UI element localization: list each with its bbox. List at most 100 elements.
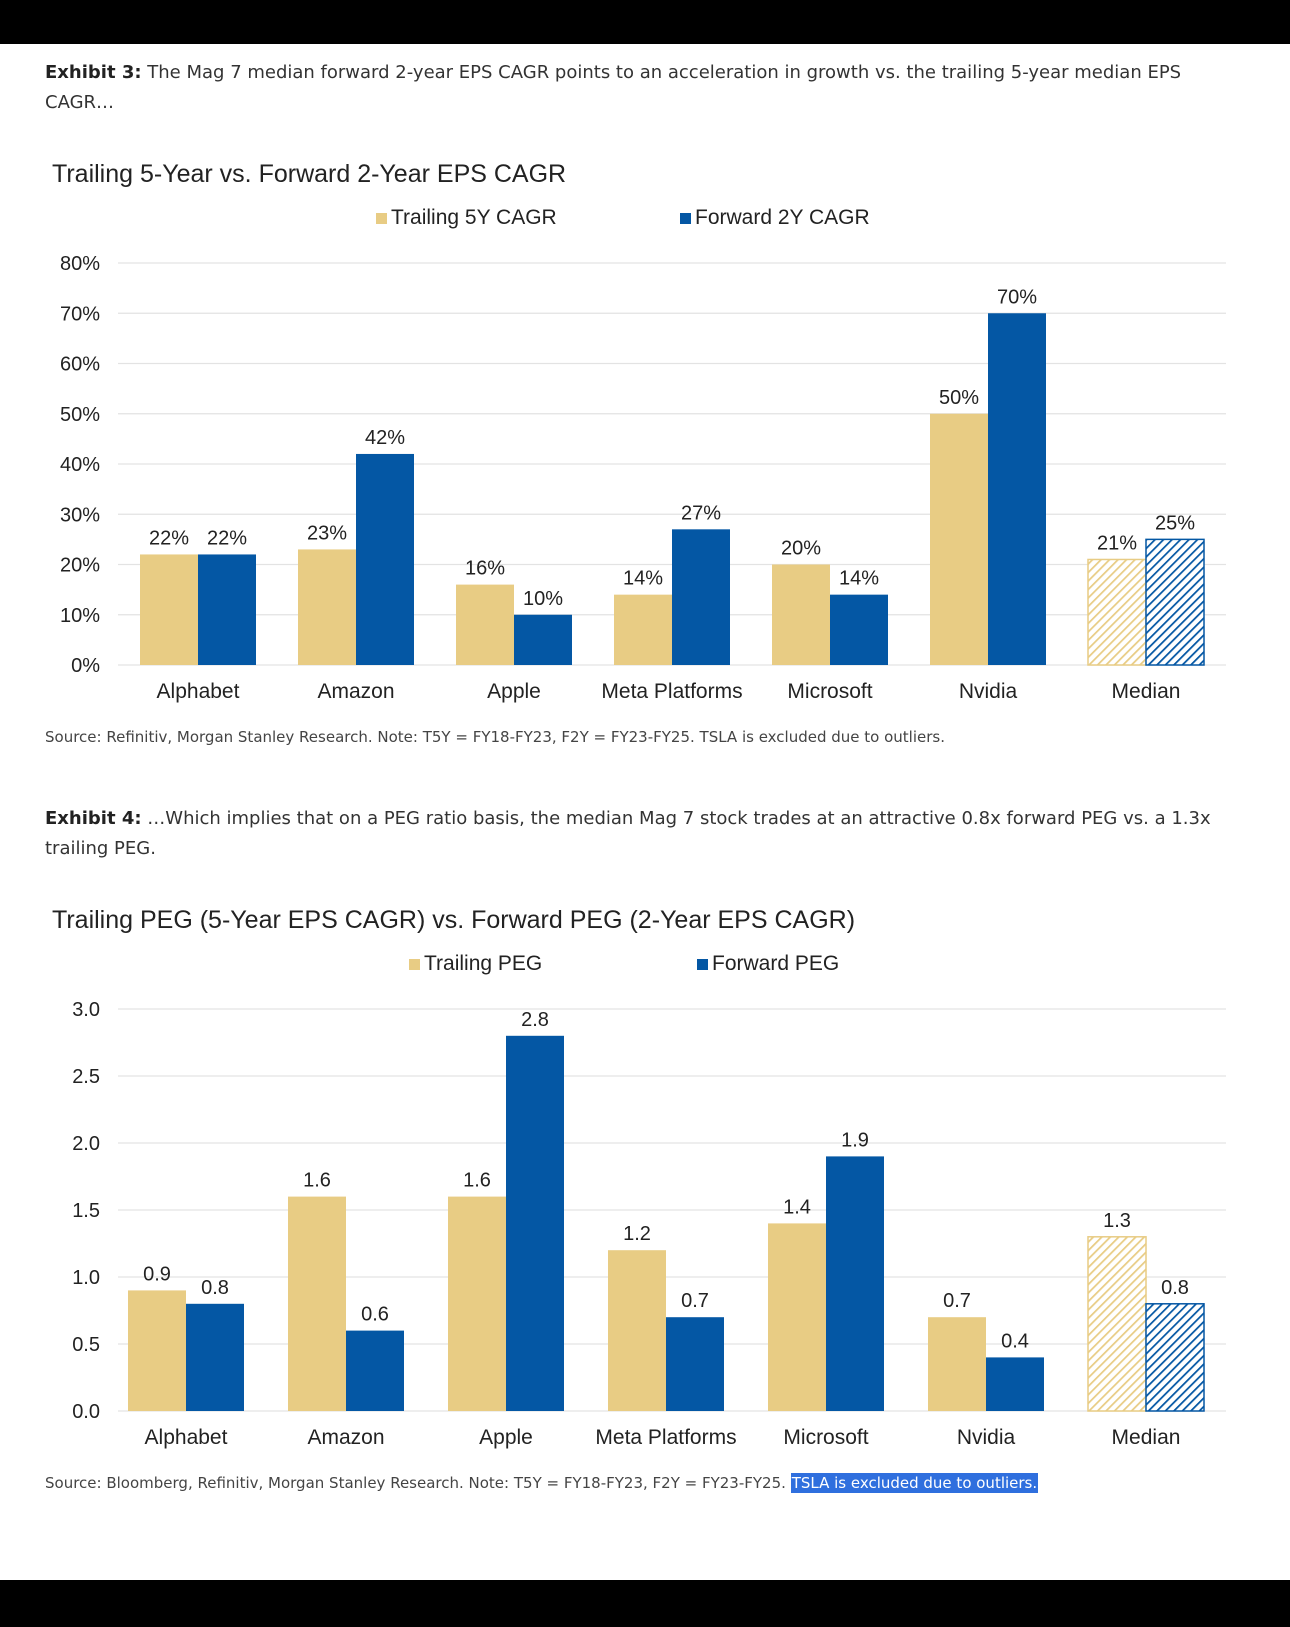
x-tick-label: Meta Platforms [595,1426,736,1449]
bar-trailing-nvidia [930,413,988,665]
data-label: 0.8 [201,1277,229,1299]
data-label: 0.6 [361,1304,389,1326]
data-label: 0.7 [943,1290,971,1312]
x-tick-label: Nvidia [959,680,1018,703]
y-tick-label: 80% [60,253,100,275]
bar-forward-nvidia [986,1357,1044,1411]
legend-item-forward: Forward PEG [697,952,839,975]
data-label: 14% [839,568,879,590]
data-label: 0.7 [681,1290,709,1312]
x-tick-label: Nvidia [957,1426,1016,1449]
bar-trailing-amazon [298,549,356,665]
x-tick-label: Median [1112,680,1181,703]
exhibit-3-label: Exhibit 3: [45,62,142,83]
data-label: 0.9 [143,1263,171,1285]
y-tick-label: 2.0 [72,1133,100,1155]
bar-trailing-apple [448,1196,506,1411]
bar-trailing-microsoft [772,564,830,665]
data-label: 42% [365,427,405,449]
bar-forward-amazon [346,1330,404,1411]
data-label: 1.9 [841,1129,869,1151]
data-label: 10% [523,588,563,610]
data-label: 27% [681,502,721,524]
exhibit-4-label: Exhibit 4: [45,808,142,829]
bar-forward-microsoft [830,594,888,665]
exhibit-4-source-text: Source: Bloomberg, Refinitiv, Morgan Sta… [45,1474,786,1492]
exhibit-4-source: Source: Bloomberg, Refinitiv, Morgan Sta… [45,1473,1039,1493]
data-label: 23% [307,522,347,544]
bar-forward-meta-platforms [666,1317,724,1411]
legend-swatch [697,959,708,970]
x-tick-label: Amazon [307,1426,384,1449]
chart-1: Trailing 5Y CAGR Forward 2Y CAGR 0% 10% 20% 3… [60,206,1226,703]
report-page: Exhibit 3: The Mag 7 median forward 2-ye… [0,44,1290,1580]
data-label: 20% [781,538,821,560]
legend-label: Trailing PEG [424,952,542,975]
chart-2: Trailing PEG Forward PEG 0.0 0.5 1.0 1.5 2.0 2.… [72,952,1226,1449]
bar-trailing-microsoft [768,1223,826,1411]
bar-forward-alphabet [186,1303,244,1411]
bar-forward-nvidia [988,313,1046,665]
legend-item-trailing: Trailing 5Y CAGR [376,206,557,229]
bar-forward-median [1145,1303,1205,1412]
data-label: 22% [207,527,247,549]
bar-trailing-nvidia [928,1317,986,1411]
data-label: 16% [465,558,505,580]
bar-forward-meta-platforms [672,529,730,665]
y-tick-label: 10% [60,605,100,627]
exhibit-4-text: …Which implies that on a PEG ratio basis… [45,808,1211,859]
y-tick-label: 0.5 [72,1334,100,1356]
chart-1-title: Trailing 5-Year vs. Forward 2-Year EPS C… [52,160,567,188]
bar-trailing-alphabet [140,554,198,665]
data-label: 22% [149,527,189,549]
x-tick-label: Alphabet [145,1426,228,1449]
legend-item-trailing: Trailing PEG [409,952,542,975]
x-tick-label: Apple [479,1426,533,1449]
chart-2-title: Trailing PEG (5-Year EPS CAGR) vs. Forwa… [52,906,856,934]
bar-forward-alphabet [198,554,256,665]
x-tick-label: Alphabet [157,680,240,703]
exhibit-3-text: The Mag 7 median forward 2-year EPS CAGR… [45,62,1182,113]
bar-trailing-median [1087,1236,1147,1412]
legend-swatch [376,213,387,224]
legend-label: Forward 2Y CAGR [695,206,870,229]
y-tick-label: 30% [60,504,100,526]
data-label: 14% [623,568,663,590]
data-label: 1.6 [463,1170,491,1192]
exhibit-4-source-highlight[interactable]: TSLA is excluded due to outliers. [790,1473,1039,1493]
exhibit-3-source: Source: Refinitiv, Morgan Stanley Resear… [45,728,945,746]
bar-trailing-meta-platforms [608,1250,666,1411]
y-tick-label: 50% [60,404,100,426]
bar-trailing-apple [456,584,514,665]
x-tick-label: Amazon [317,680,394,703]
exhibit-3-caption: Exhibit 3: The Mag 7 median forward 2-ye… [45,58,1245,118]
legend-label: Trailing 5Y CAGR [391,206,557,229]
legend-swatch [409,959,420,970]
data-label: 21% [1097,532,1137,554]
data-label: 0.8 [1161,1277,1189,1299]
x-tick-label: Microsoft [787,680,872,703]
bar-trailing-alphabet [128,1290,186,1411]
y-tick-label: 3.0 [72,999,100,1021]
bar-trailing-meta-platforms [614,594,672,665]
y-tick-label: 2.5 [72,1066,100,1088]
bar-forward-median [1145,538,1205,666]
x-tick-label: Median [1112,1426,1181,1449]
data-label: 70% [997,286,1037,308]
bar-forward-amazon [356,453,414,665]
data-label: 2.8 [521,1009,549,1031]
legend-label: Forward PEG [712,952,839,975]
x-tick-label: Meta Platforms [601,680,742,703]
y-tick-label: 40% [60,454,100,476]
data-label: 1.3 [1103,1210,1131,1232]
y-tick-label: 0% [71,655,100,677]
y-tick-label: 60% [60,354,100,376]
data-label: 1.4 [783,1196,811,1218]
bar-trailing-median [1087,558,1147,666]
data-label: 1.6 [303,1170,331,1192]
legend-item-forward: Forward 2Y CAGR [680,206,870,229]
x-tick-label: Apple [487,680,541,703]
x-tick-label: Microsoft [783,1426,868,1449]
bar-forward-apple [506,1035,564,1411]
bar-trailing-amazon [288,1196,346,1411]
